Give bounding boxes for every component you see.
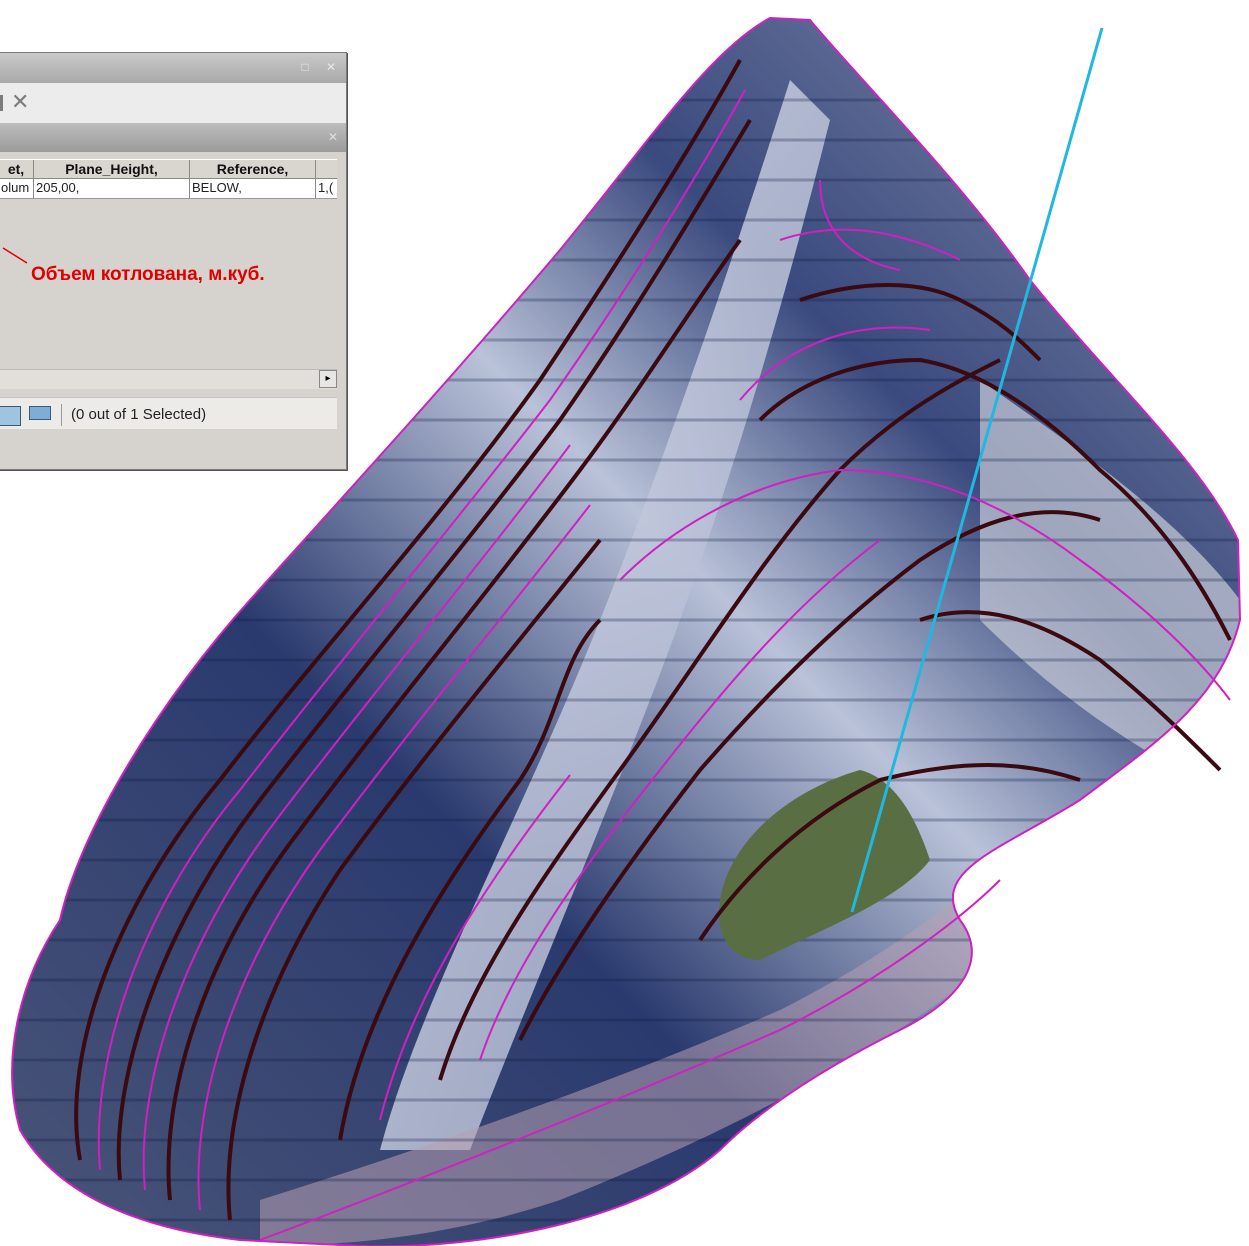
table-tab-bar: ✕ bbox=[0, 124, 346, 152]
table-row[interactable]: olum 205,00, BELOW, 1,( bbox=[0, 179, 337, 199]
table-cell-reference[interactable]: BELOW, bbox=[190, 179, 316, 198]
attribute-table-window[interactable]: □ ✕ ✕ ✕ et, Plane_Height, Reference, olu… bbox=[0, 52, 347, 470]
restore-icon[interactable]: □ bbox=[301, 60, 309, 74]
column-header[interactable]: et, bbox=[0, 160, 34, 178]
table-cell-plane-height[interactable]: 205,00, bbox=[34, 179, 190, 198]
column-header[interactable] bbox=[316, 160, 337, 178]
table-cell[interactable]: olum bbox=[0, 179, 34, 198]
major-contours bbox=[74, 59, 1232, 1221]
window-titlebar[interactable]: □ ✕ bbox=[0, 53, 346, 83]
scroll-right-icon[interactable]: ▸ bbox=[319, 370, 337, 388]
close-icon[interactable]: ✕ bbox=[325, 60, 337, 74]
table-status-bar: (0 out of 1 Selected) bbox=[0, 397, 337, 430]
divider bbox=[61, 404, 62, 426]
window-body-bottom bbox=[0, 429, 346, 469]
show-selected-records-icon[interactable] bbox=[29, 406, 51, 420]
close-tab-icon[interactable]: ✕ bbox=[327, 130, 338, 144]
table-cell[interactable]: 1,( bbox=[318, 180, 334, 195]
table-header-row: et, Plane_Height, Reference, bbox=[0, 159, 337, 179]
table-toolbar: ✕ bbox=[0, 83, 346, 124]
profile-line[interactable] bbox=[850, 27, 1104, 913]
pin-icon[interactable] bbox=[0, 95, 3, 111]
close-table-icon[interactable]: ✕ bbox=[11, 90, 30, 115]
column-header-plane-height[interactable]: Plane_Height, bbox=[34, 160, 190, 178]
volume-annotation: Объем котлована, м.куб. bbox=[31, 264, 265, 285]
show-all-records-icon[interactable] bbox=[0, 406, 21, 426]
horizontal-scrollbar[interactable]: ▸ bbox=[0, 369, 337, 389]
column-header-reference[interactable]: Reference, bbox=[190, 160, 316, 178]
selection-status: (0 out of 1 Selected) bbox=[71, 406, 207, 423]
minor-contours bbox=[11, 16, 1242, 1246]
